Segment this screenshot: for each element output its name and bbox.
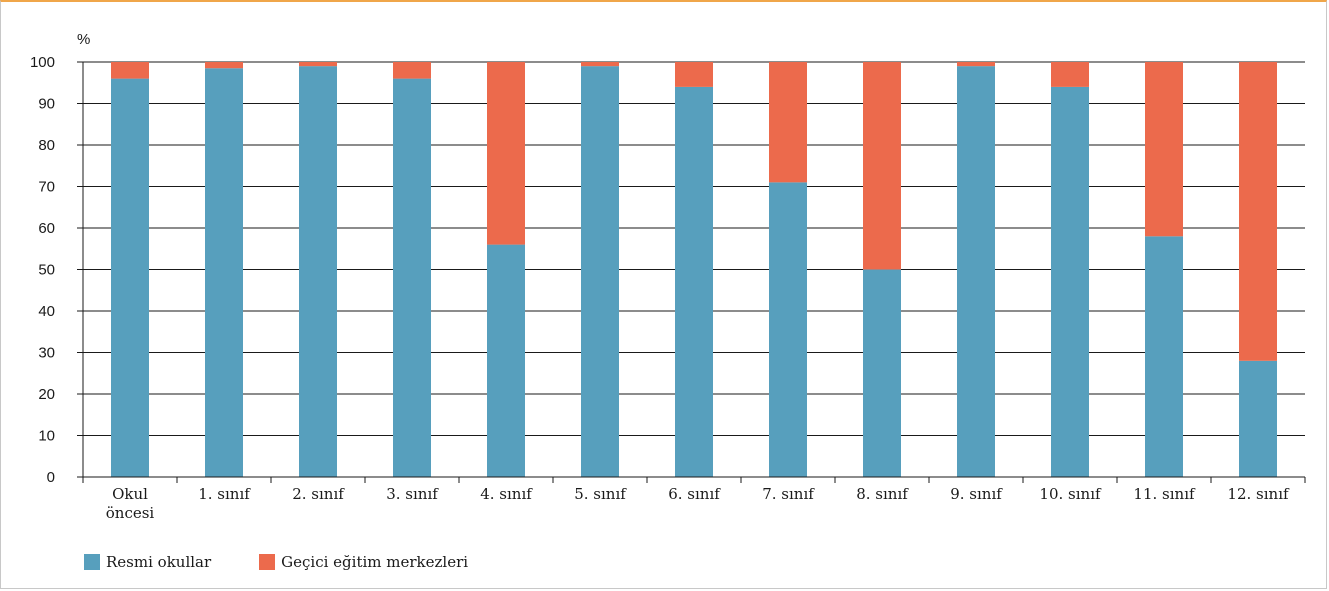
y-tick-label: 100 [30, 54, 55, 71]
bar-gecici-egitim [863, 62, 901, 270]
legend-label: Resmi okullar [106, 553, 212, 571]
legend-label: Geçici eğitim merkezleri [281, 553, 469, 571]
bar-resmi-okullar [205, 68, 243, 477]
y-tick-label: 60 [38, 220, 55, 237]
bar-gecici-egitim [769, 62, 807, 183]
x-tick-label: 6. sınıf [668, 485, 721, 503]
bar-resmi-okullar [487, 244, 525, 477]
x-tick-label-line: 9. sınıf [950, 485, 1003, 503]
y-tick-label: 90 [38, 96, 55, 113]
legend-item: Resmi okullar [84, 553, 211, 571]
y-tick-label: 80 [38, 137, 55, 154]
x-tick-label-line: 12. sınıf [1227, 485, 1290, 503]
bar-resmi-okullar [581, 66, 619, 478]
x-tick-label-line: 2. sınıf [292, 485, 345, 503]
x-tick-label-line: 8. sınıf [856, 485, 909, 503]
legend-item: Geçici eğitim merkezleri [259, 553, 468, 571]
bar-resmi-okullar [1239, 360, 1277, 477]
x-tick-label: 4. sınıf [480, 485, 533, 503]
y-tick-label: 20 [38, 386, 55, 403]
x-tick-label-line: 5. sınıf [574, 485, 627, 503]
y-tick-label: 40 [38, 303, 55, 320]
x-tick-label-line: öncesi [106, 504, 155, 522]
y-tick-labels: 0 10 20 30 40 50 60 70 80 90 100 [30, 54, 55, 486]
y-tick-label: 0 [47, 469, 55, 486]
x-tick-label: 11. sınıf [1133, 485, 1196, 503]
x-tick-label: 8. sınıf [856, 485, 909, 503]
x-tick-label-line: 6. sınıf [668, 485, 721, 503]
y-tick-label: 30 [38, 345, 55, 362]
bar-resmi-okullar [957, 66, 995, 478]
bar-gecici-egitim [111, 62, 149, 79]
x-tick-label-line: 11. sınıf [1133, 485, 1196, 503]
x-tick-label: 1. sınıf [198, 485, 251, 503]
y-axis-label: % [77, 31, 90, 48]
bar-resmi-okullar [299, 66, 337, 478]
x-tick-label-line: 4. sınıf [480, 485, 533, 503]
bar-resmi-okullar [1145, 236, 1183, 477]
x-tick-label-line: 1. sınıf [198, 485, 251, 503]
bar-gecici-egitim [393, 62, 431, 79]
x-tick-label: 3. sınıf [386, 485, 439, 503]
y-tick-label: 50 [38, 262, 55, 279]
bar-resmi-okullar [769, 182, 807, 477]
bars [111, 62, 1277, 478]
bar-gecici-egitim [581, 62, 619, 67]
x-tick-label-line: 3. sınıf [386, 485, 439, 503]
bar-gecici-egitim [1239, 62, 1277, 361]
bar-resmi-okullar [111, 78, 149, 477]
bar-resmi-okullar [675, 86, 713, 478]
bar-gecici-egitim [299, 62, 337, 67]
x-tick-label-line: Okul [112, 485, 148, 503]
bar-gecici-egitim [1145, 62, 1183, 237]
x-tick-label: 10. sınıf [1039, 485, 1102, 503]
bar-resmi-okullar [863, 269, 901, 477]
x-tick-label-line: 10. sınıf [1039, 485, 1102, 503]
bar-gecici-egitim [487, 62, 525, 245]
x-tick-labels: Okul öncesi 1. sınıf 2. sınıf 3. sınıf 4. sın… [106, 485, 1290, 522]
y-tick-label: 10 [38, 428, 55, 445]
x-tick-label: 9. sınıf [950, 485, 1003, 503]
bar-gecici-egitim [205, 62, 243, 69]
x-tick-label: 5. sınıf [574, 485, 627, 503]
y-tick-label: 70 [38, 179, 55, 196]
x-tick-label: Okul öncesi [106, 485, 155, 522]
legend-swatch [84, 554, 100, 570]
bar-resmi-okullar [1051, 86, 1089, 478]
legend: Resmi okullar Geçici eğitim merkezleri [84, 553, 516, 571]
axes [77, 61, 1306, 483]
bar-gecici-egitim [1051, 62, 1089, 87]
x-tick-label-line: 7. sınıf [762, 485, 815, 503]
x-tick-label: 2. sınıf [292, 485, 345, 503]
bar-resmi-okullar [393, 78, 431, 477]
x-tick-label: 7. sınıf [762, 485, 815, 503]
x-tick-label: 12. sınıf [1227, 485, 1290, 503]
bar-gecici-egitim [675, 62, 713, 87]
legend-swatch [259, 554, 276, 570]
bar-gecici-egitim [957, 62, 995, 67]
